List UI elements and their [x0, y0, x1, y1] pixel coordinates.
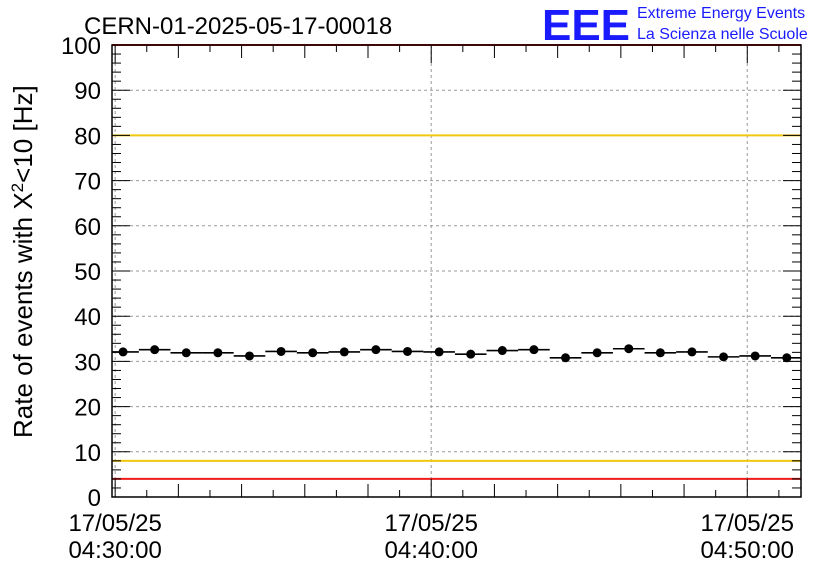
data-point-marker [339, 347, 349, 357]
data-point-marker [497, 346, 507, 356]
logo-line1: Extreme Energy Events [637, 5, 805, 22]
data-point-11 [454, 349, 487, 359]
data-point-5 [265, 346, 297, 356]
data-point-marker [403, 346, 413, 356]
y-tick-label-20: 20 [74, 395, 101, 422]
data-point-20 [739, 351, 771, 361]
data-point-marker [592, 348, 602, 358]
x-tick-date: 17/05/25 [701, 510, 794, 537]
data-point-7 [328, 347, 361, 357]
data-point-18 [676, 347, 708, 357]
data-point-12 [486, 346, 519, 356]
y-tick-label-60: 60 [74, 214, 101, 241]
data-point-15 [581, 348, 613, 358]
data-point-marker [276, 346, 286, 356]
data-point-marker [244, 351, 254, 361]
data-point-marker [308, 348, 318, 358]
data-point-0 [112, 347, 139, 357]
data-points [112, 344, 801, 363]
y-tick-label-30: 30 [74, 349, 101, 376]
data-point-9 [391, 346, 424, 356]
data-point-marker [624, 344, 634, 354]
data-point-3 [202, 348, 234, 358]
data-point-13 [518, 345, 550, 355]
logo-line2: La Scienza nelle Scuole [637, 26, 808, 43]
data-point-marker [719, 352, 729, 362]
data-point-marker [466, 349, 476, 359]
reference-lines [112, 44, 801, 480]
data-point-marker [687, 347, 697, 357]
y-tick-label-90: 90 [74, 78, 101, 105]
data-point-marker [529, 345, 539, 355]
x-tick-time: 04:40:00 [385, 537, 478, 564]
logo-mark: EEE [542, 1, 630, 50]
eee-logo: EEE Extreme Energy Events La Scienza nel… [542, 1, 808, 50]
x-tick-date: 17/05/25 [385, 510, 478, 537]
data-point-marker [118, 347, 128, 357]
data-point-marker [213, 348, 223, 358]
data-point-1 [138, 345, 171, 355]
data-point-marker [371, 345, 381, 355]
y-tick-label-40: 40 [74, 304, 101, 331]
y-tick-label-70: 70 [74, 169, 101, 196]
data-point-10 [423, 347, 455, 357]
data-point-marker [655, 348, 665, 358]
data-point-6 [296, 348, 329, 358]
data-point-marker [181, 348, 191, 358]
grid [112, 45, 801, 497]
data-point-4 [233, 351, 266, 361]
y-tick-label-50: 50 [74, 259, 101, 286]
chart-title: CERN-01-2025-05-17-00018 [84, 13, 392, 40]
data-point-marker [782, 353, 792, 363]
data-point-marker [561, 353, 571, 363]
data-point-14 [549, 353, 582, 363]
data-point-marker [434, 347, 444, 357]
data-point-17 [644, 348, 677, 358]
axis-ticks [112, 44, 801, 498]
data-point-21 [770, 353, 801, 363]
x-tick-time: 04:50:00 [701, 537, 794, 564]
data-point-2 [170, 348, 203, 358]
data-point-19 [707, 352, 740, 362]
x-tick-time: 04:30:00 [68, 537, 161, 564]
data-point-16 [612, 344, 645, 354]
data-point-marker [150, 345, 160, 355]
x-tick-labels: 17/05/2504:30:0017/05/2504:40:0017/05/25… [68, 510, 794, 564]
y-tick-label-100: 100 [61, 33, 101, 60]
data-point-marker [750, 351, 760, 361]
y-tick-label-0: 0 [88, 485, 101, 512]
x-tick-date: 17/05/25 [68, 510, 161, 537]
y-tick-label-10: 10 [74, 440, 101, 467]
y-tick-labels: 0 10 20 30 40 50 60 70 80 90 100 [61, 33, 101, 512]
y-tick-label-80: 80 [74, 123, 101, 150]
data-point-8 [360, 345, 392, 355]
y-axis-label: Rate of events with X2<10 [Hz] [8, 85, 39, 438]
